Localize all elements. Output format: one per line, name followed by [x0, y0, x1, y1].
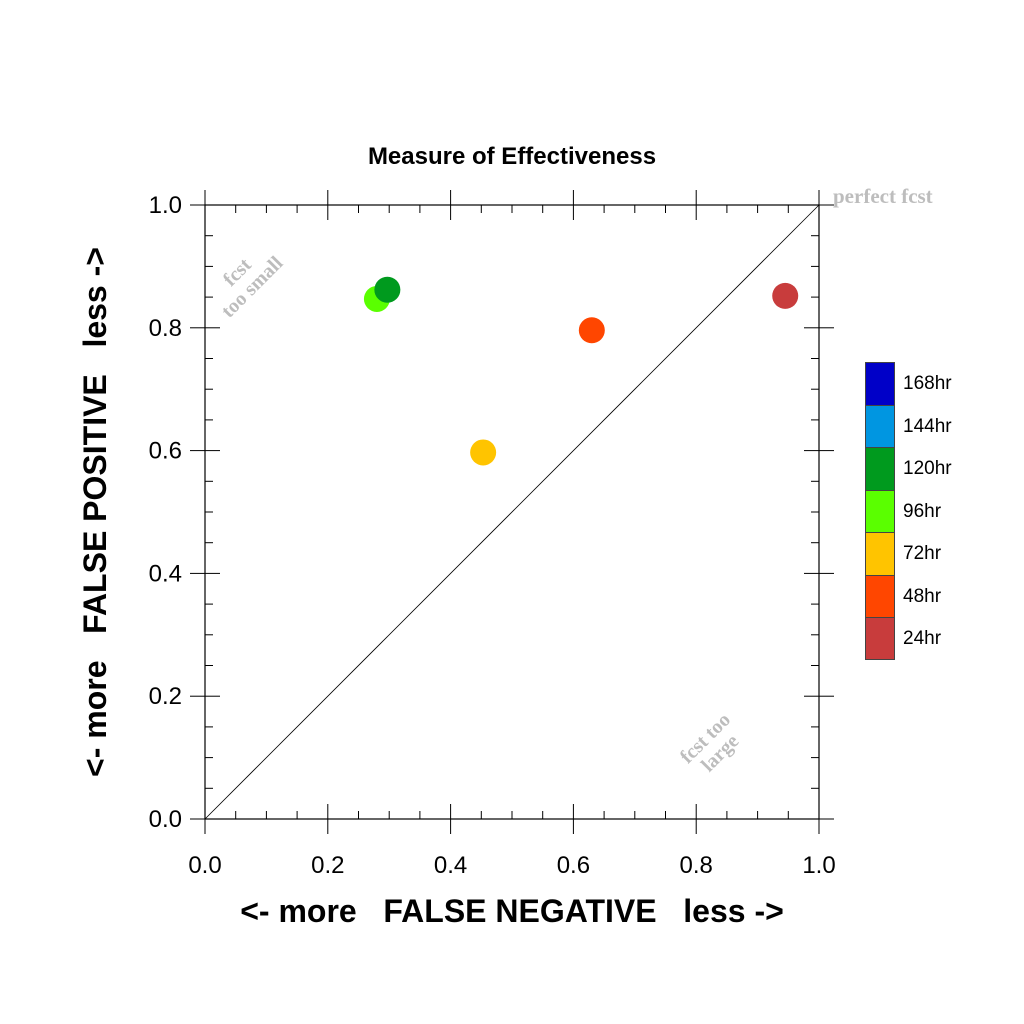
- y-tick-label: 0.2: [149, 683, 182, 710]
- legend-label: 48hr: [903, 585, 942, 607]
- y-tick-label: 0.0: [149, 806, 182, 833]
- x-tick-label: 0.6: [557, 852, 590, 879]
- legend-label: 24hr: [903, 628, 942, 649]
- legend-swatch: [865, 404, 895, 447]
- x-tick-label: 1.0: [802, 852, 835, 879]
- legend-label: 168hr: [903, 373, 952, 394]
- y-tick-label: 0.6: [149, 438, 182, 465]
- x-tick-label: 0.0: [188, 852, 221, 879]
- x-tick-label: 0.8: [680, 852, 713, 879]
- chart-title: Measure of Effectiveness: [367, 143, 657, 170]
- data-point-24hr: [772, 282, 799, 309]
- legend-swatch: [865, 489, 895, 532]
- legend-label: 96hr: [903, 500, 942, 522]
- legend-label: 72hr: [903, 543, 942, 564]
- legend-swatch: [865, 532, 895, 575]
- y-tick-label: 0.8: [149, 315, 182, 342]
- x-axis-label: <- more FALSE NEGATIVE less ->: [240, 893, 784, 929]
- y-axis-label: <- more FALSE POSITIVE less ->: [77, 247, 113, 777]
- legend-label: 144hr: [903, 415, 952, 437]
- tick-labels: 0.0 0.2 0.4 0.6 0.8 1.0 0.0 0.2 0.4 0.6 0.8 1.0: [149, 192, 836, 879]
- y-tick-label: 0.4: [149, 560, 182, 587]
- x-tick-label: 0.4: [434, 852, 467, 879]
- annotation-perfect-fcst: perfect fcst: [833, 184, 933, 208]
- data-points: [363, 276, 799, 466]
- legend-label: 120hr: [903, 458, 952, 479]
- x-tick-label: 0.2: [311, 852, 344, 879]
- data-point-120hr: [374, 276, 401, 303]
- diagonal-line: [204, 204, 820, 820]
- legend-swatch: [865, 574, 895, 617]
- tick-marks: [190, 190, 834, 834]
- y-tick-label: 1.0: [149, 192, 182, 219]
- data-point-72hr: [470, 439, 497, 466]
- legend-swatch: [865, 617, 895, 660]
- legend-swatch: [865, 362, 895, 405]
- data-point-48hr: [578, 317, 605, 344]
- legend-swatch: [865, 447, 895, 490]
